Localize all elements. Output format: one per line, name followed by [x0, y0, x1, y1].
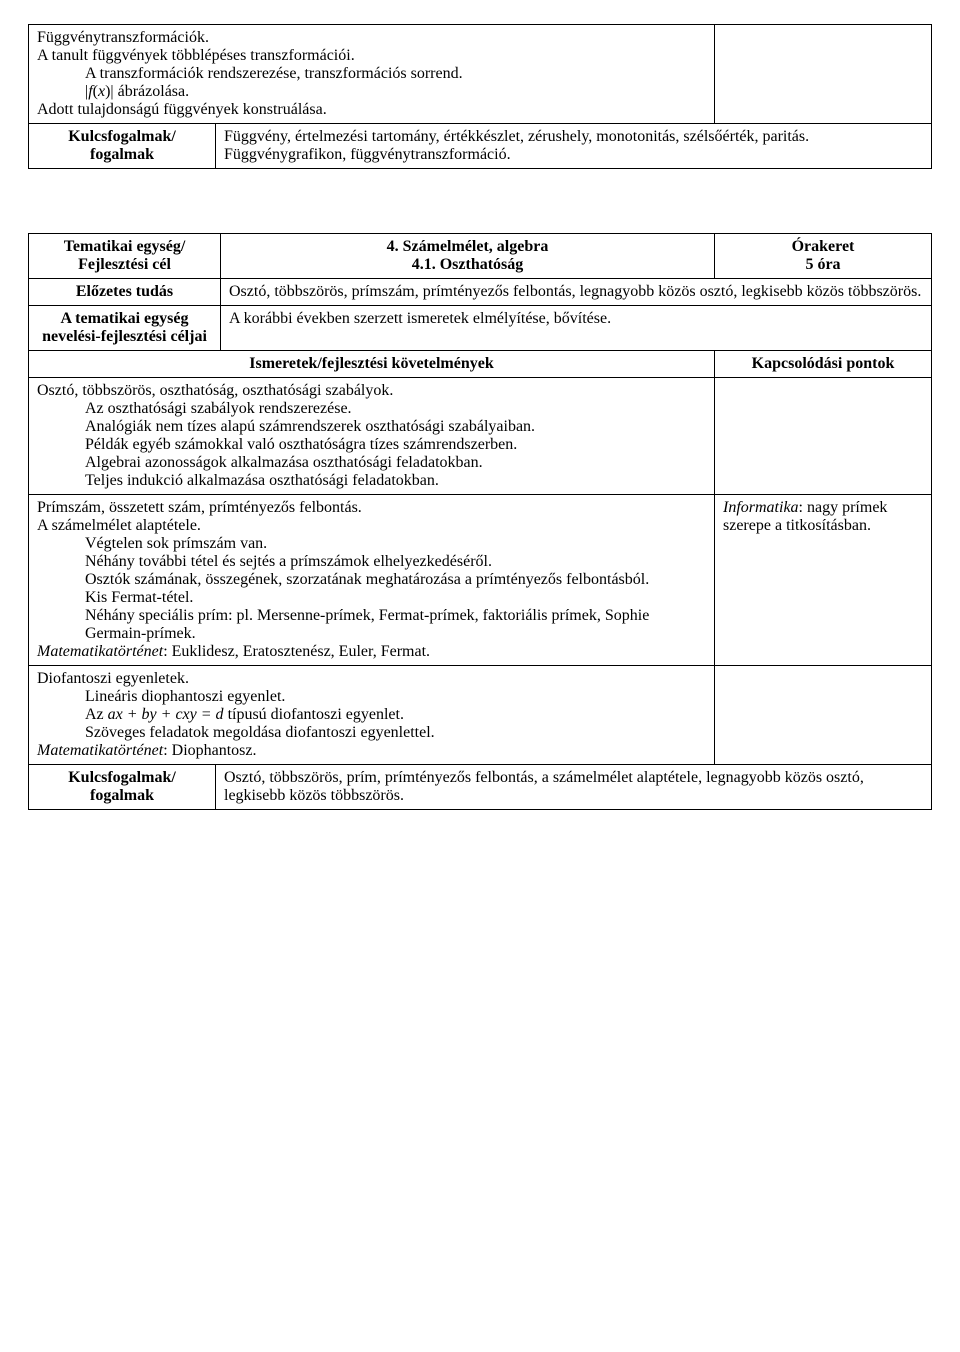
t2-nevelesi-text: A korábbi években szerzett ismeretek elm… — [221, 306, 932, 351]
t2-elozetes-text: Osztó, többszörös, prímszám, prímtényező… — [221, 279, 932, 306]
t2-row3-kapcs — [715, 666, 932, 765]
t1-l4: |f(x)| ábrázolása. — [37, 83, 706, 101]
t2-r3-l3: Az ax + by + cxy = d típusú diofantoszi … — [37, 706, 706, 724]
t2-r2-hist: Matematikatörténet: Euklidesz, Eratoszte… — [37, 643, 706, 661]
table-2: Tematikai egység/ Fejlesztési cél 4. Szá… — [28, 233, 932, 810]
t1-kulcs-wrapper: Kulcsfogalmak/ fogalmak Függvény, értelm… — [29, 124, 932, 169]
t2-kapcs-header: Kapcsolódási pontok — [715, 351, 932, 378]
t1-content-cell: Függvénytranszformációk. A tanult függvé… — [29, 25, 715, 124]
t2-orakeret-label: Órakeret — [792, 238, 855, 255]
t2-r2-l1: Prímszám, összetett szám, prímtényezős f… — [37, 499, 706, 517]
t2-r3-hist-text: : Diophantosz. — [163, 742, 256, 759]
table-1: Függvénytranszformációk. A tanult függvé… — [28, 24, 932, 169]
t1-l5: Adott tulajdonságú függvények konstruálá… — [37, 101, 706, 119]
t2-orakeret-value: 5 óra — [805, 256, 840, 273]
t1-l2: A tanult függvények többlépéses transzfo… — [37, 47, 706, 65]
t2-r3-l2: Lineáris diophantoszi egyenlet. — [37, 688, 706, 706]
t2-r2-l7: Néhány speciális prím: pl. Mersenne-prím… — [37, 607, 706, 643]
t1-empty-right — [715, 25, 932, 124]
t2-kulcs-label: Kulcsfogalmak/ fogalmak — [29, 765, 216, 809]
t2-r3-l1: Diofantoszi egyenletek. — [37, 670, 706, 688]
t2-r1-l2: Az oszthatósági szabályok rendszerezése. — [37, 400, 706, 418]
t1-kulcs-label: Kulcsfogalmak/ fogalmak — [29, 124, 216, 168]
t2-r3-hist: Matematikatörténet: Diophantosz. — [37, 742, 706, 760]
t2-r3-l4: Szöveges feladatok megoldása diofantoszi… — [37, 724, 706, 742]
t2-r3-l3c: típusú diofantoszi egyenlet. — [224, 706, 404, 723]
t2-r2-hist-label: Matematikatörténet — [37, 643, 163, 660]
t2-r1-l1: Osztó, többszörös, oszthatóság, osztható… — [37, 382, 706, 400]
t2-title1: 4. Számelmélet, algebra — [387, 238, 549, 255]
t2-r3-l3b: ax + by + cxy = d — [108, 706, 224, 723]
t2-row1-kapcs — [715, 378, 932, 495]
t2-r2-l5: Osztók számának, összegének, szorzatának… — [37, 571, 706, 589]
t2-r2-hist-text: : Euklidesz, Eratosztenész, Euler, Ferma… — [163, 643, 430, 660]
t2-r1-l3: Analógiák nem tízes alapú számrendszerek… — [37, 418, 706, 436]
t2-kulcs-wrapper: Kulcsfogalmak/ fogalmak Osztó, többszörö… — [29, 765, 932, 810]
t2-r2-l6: Kis Fermat-tétel. — [37, 589, 706, 607]
t2-title2: 4.1. Oszthatóság — [412, 256, 524, 273]
t2-elozetes-label: Előzetes tudás — [29, 279, 221, 306]
t2-r2-kapcs-label: Informatika — [723, 499, 799, 516]
t2-kulcs-text: Osztó, többszörös, prím, prímtényezős fe… — [216, 765, 932, 809]
t2-row3-content: Diofantoszi egyenletek. Lineáris diophan… — [29, 666, 715, 765]
t2-r2-l4: Néhány további tétel és sejtés a prímszá… — [37, 553, 706, 571]
t2-nevelesi-label: A tematikai egység nevelési-fejlesztési … — [29, 306, 221, 351]
t2-r2-l2: A számelmélet alaptétele. — [37, 517, 706, 535]
t1-l1: Függvénytranszformációk. — [37, 29, 706, 47]
t1-kulcs-text: Függvény, értelmezési tartomány, értékké… — [216, 124, 932, 168]
t2-hours-cell: Órakeret 5 óra — [715, 234, 932, 279]
t2-title-cell: 4. Számelmélet, algebra 4.1. Oszthatóság — [221, 234, 715, 279]
t2-r2-l3: Végtelen sok prímszám van. — [37, 535, 706, 553]
t2-row2-kapcs: Informatika: nagy prímek szerepe a titko… — [715, 495, 932, 666]
t2-r1-l5: Algebrai azonosságok alkalmazása oszthat… — [37, 454, 706, 472]
t2-r1-l4: Példák egyéb számokkal való oszthatóságr… — [37, 436, 706, 454]
t2-r3-l3a: Az — [85, 706, 108, 723]
t2-row1-content: Osztó, többszörös, oszthatóság, osztható… — [29, 378, 715, 495]
t2-ismeretek-header: Ismeretek/fejlesztési követelmények — [29, 351, 715, 378]
t1-l3: A transzformációk rendszerezése, transzf… — [37, 65, 706, 83]
t2-row2-content: Prímszám, összetett szám, prímtényezős f… — [29, 495, 715, 666]
t2-tematikai-label: Tematikai egység/ Fejlesztési cél — [29, 234, 221, 279]
t2-r3-hist-label: Matematikatörténet — [37, 742, 163, 759]
t2-r1-l6: Teljes indukció alkalmazása oszthatósági… — [37, 472, 706, 490]
t1-l4e: )| ábrázolása. — [105, 83, 189, 100]
